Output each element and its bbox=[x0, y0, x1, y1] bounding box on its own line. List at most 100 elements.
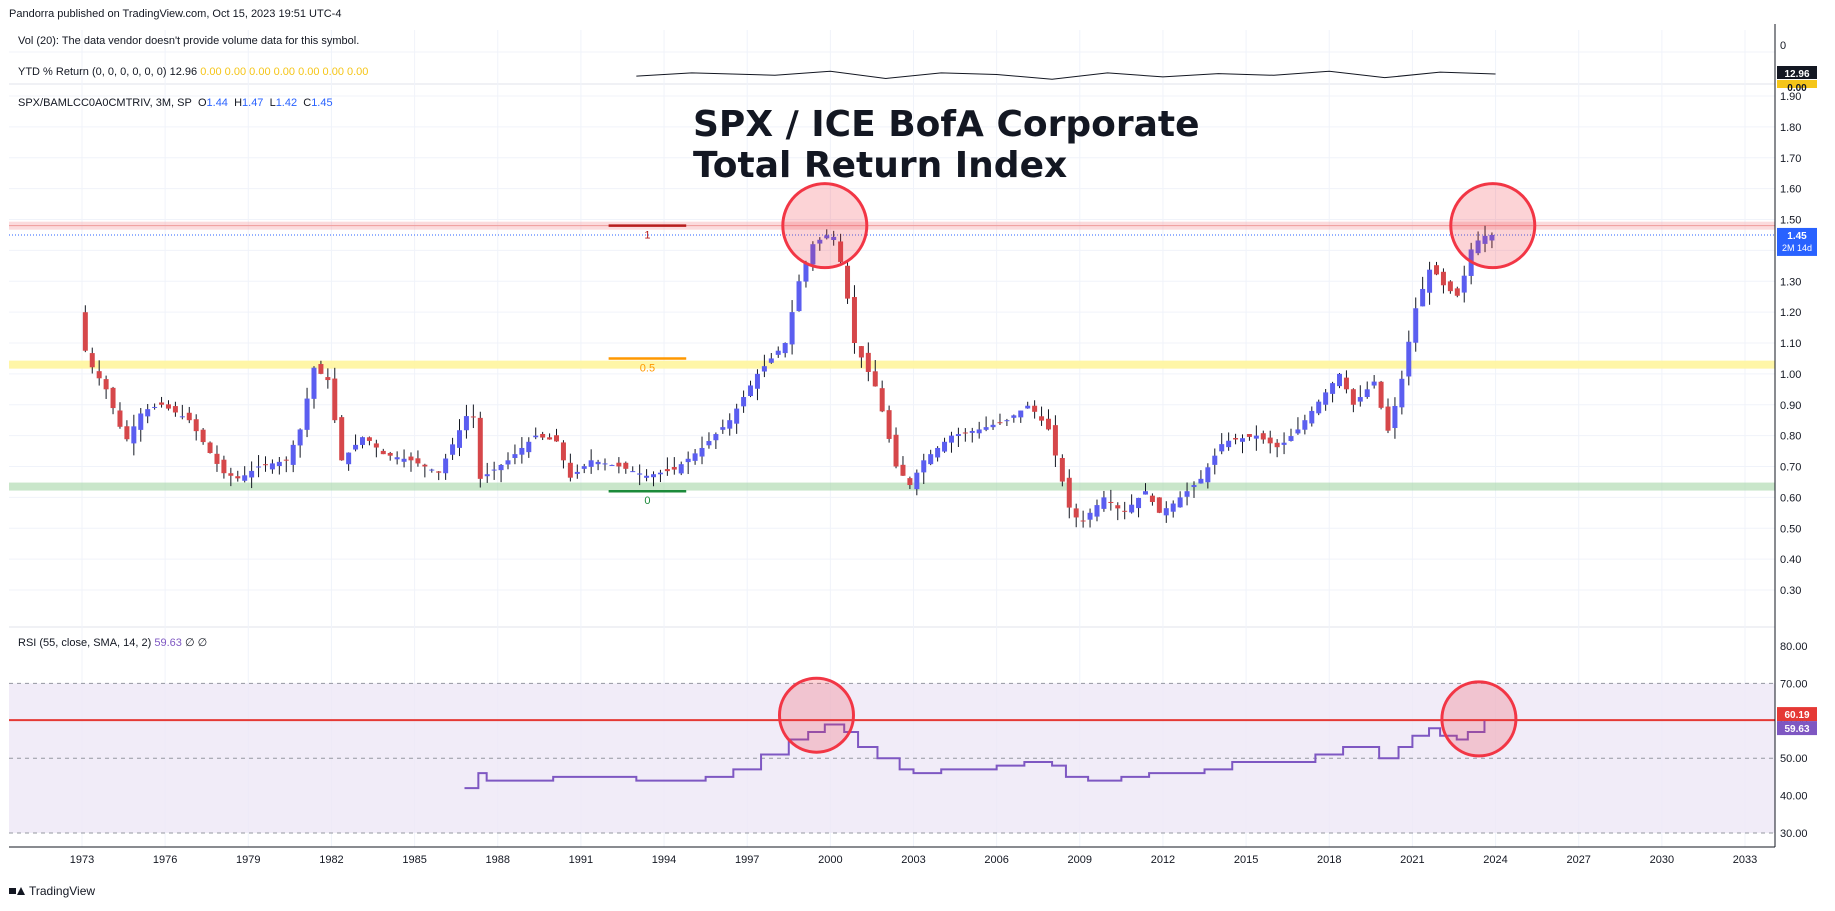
candle-up bbox=[498, 464, 504, 471]
time-tick-label: 1982 bbox=[319, 854, 343, 866]
candle-down bbox=[1052, 425, 1058, 456]
candle-up bbox=[824, 235, 830, 239]
rsi-series bbox=[9, 682, 1775, 834]
time-tick-label: 1976 bbox=[153, 854, 177, 866]
candle-down bbox=[664, 469, 670, 472]
candle-up bbox=[921, 460, 927, 473]
candle-up bbox=[699, 447, 705, 457]
time-tick-label: 1997 bbox=[735, 854, 759, 866]
candle-up bbox=[450, 444, 456, 455]
highlight-circle bbox=[777, 676, 855, 754]
candle-down bbox=[547, 437, 553, 440]
candle-up bbox=[290, 444, 296, 465]
candle-up bbox=[533, 435, 539, 438]
candle-up bbox=[990, 424, 996, 428]
time-tick-label: 2027 bbox=[1566, 854, 1590, 866]
candle-down bbox=[366, 437, 372, 441]
candle-up bbox=[1018, 410, 1024, 418]
candle-up bbox=[775, 350, 781, 355]
candle-up bbox=[581, 466, 587, 469]
candle-up bbox=[942, 441, 948, 452]
price-tick-label: 1.00 bbox=[1780, 369, 1801, 381]
candle-up bbox=[519, 447, 525, 455]
price-tick-label: 1.70 bbox=[1780, 153, 1801, 165]
ohlc-close: 1.45 bbox=[311, 97, 333, 109]
annotation-title-line2: Total Return Index bbox=[693, 145, 1068, 186]
candle-down bbox=[325, 377, 331, 381]
candle-down bbox=[124, 426, 130, 440]
price-tick-label: 0.90 bbox=[1780, 400, 1801, 412]
candle-up bbox=[1011, 415, 1017, 418]
time-tick-label: 2003 bbox=[901, 854, 925, 866]
candle-up bbox=[179, 416, 185, 418]
candle-down bbox=[1274, 442, 1280, 448]
time-tick-label: 2021 bbox=[1400, 854, 1424, 866]
candle-down bbox=[193, 419, 199, 432]
candle-down bbox=[1440, 271, 1446, 286]
candle-up bbox=[928, 454, 934, 465]
candle-down bbox=[1149, 495, 1155, 503]
candle-down bbox=[200, 429, 206, 443]
candle-down bbox=[235, 476, 241, 479]
candle-down bbox=[165, 404, 171, 409]
candle-down bbox=[332, 378, 338, 421]
ytd-series bbox=[636, 70, 1496, 80]
highlight-circle bbox=[1449, 182, 1537, 270]
candle-up bbox=[630, 471, 636, 473]
ohlc-low: 1.42 bbox=[275, 97, 298, 109]
candle-down bbox=[1073, 508, 1079, 518]
candle-down bbox=[1032, 405, 1038, 412]
ytd-value-badge-bg bbox=[1777, 66, 1817, 79]
candle-down bbox=[207, 442, 213, 453]
candle-down bbox=[172, 406, 178, 413]
footer-brand[interactable]: TradingView bbox=[9, 884, 95, 898]
candle-down bbox=[422, 464, 428, 467]
candle-up bbox=[734, 408, 740, 424]
candle-up bbox=[249, 470, 255, 478]
price-tick-label: 1.80 bbox=[1780, 122, 1801, 134]
candle-up bbox=[276, 461, 282, 467]
candle-up bbox=[1288, 436, 1294, 441]
candle-down bbox=[616, 462, 622, 467]
candle-down bbox=[893, 434, 899, 467]
main-symbol[interactable]: SPX/BAMLCC0A0CMTRIV, 3M, SP bbox=[18, 97, 192, 109]
candle-down bbox=[221, 459, 227, 474]
candle-up bbox=[609, 464, 615, 466]
ohlc-open: 1.44 bbox=[206, 97, 228, 109]
ytd-line bbox=[636, 70, 1496, 80]
ytd-value-badge: 12.96 bbox=[1784, 69, 1809, 80]
candle-down bbox=[1045, 418, 1051, 430]
candle-up bbox=[588, 460, 594, 467]
candle-down bbox=[228, 473, 234, 476]
candle-up bbox=[152, 406, 158, 408]
candle-up bbox=[692, 453, 698, 461]
candle-down bbox=[1066, 477, 1072, 508]
candle-up bbox=[651, 474, 657, 478]
candle-down bbox=[470, 416, 476, 418]
candle-down bbox=[283, 459, 289, 461]
time-tick-label: 2024 bbox=[1483, 854, 1507, 866]
candle-up bbox=[1087, 512, 1093, 520]
price-tick-label: 1.60 bbox=[1780, 184, 1801, 196]
candle-up bbox=[1226, 440, 1232, 448]
rsi-level-badge: 60.19 bbox=[1784, 710, 1809, 721]
candle-up bbox=[1392, 405, 1398, 429]
candle-down bbox=[408, 456, 414, 461]
candle-up bbox=[353, 444, 359, 450]
ohlc-high-label: H bbox=[234, 97, 243, 109]
candle-down bbox=[1260, 433, 1266, 440]
candle-up bbox=[1198, 478, 1204, 484]
candle-up bbox=[976, 429, 982, 434]
candle-up bbox=[1281, 442, 1287, 445]
price-tick-label: 0.30 bbox=[1780, 585, 1801, 597]
candle-down bbox=[671, 467, 677, 470]
candle-down bbox=[186, 412, 192, 421]
candle-down bbox=[373, 443, 379, 448]
candle-down bbox=[886, 410, 892, 439]
price-tick-label: 0.40 bbox=[1780, 554, 1801, 566]
last-price-badge: 1.45 bbox=[1787, 231, 1807, 242]
candle-up bbox=[463, 416, 469, 431]
candle-down bbox=[96, 371, 102, 379]
candle-up bbox=[1253, 435, 1259, 439]
